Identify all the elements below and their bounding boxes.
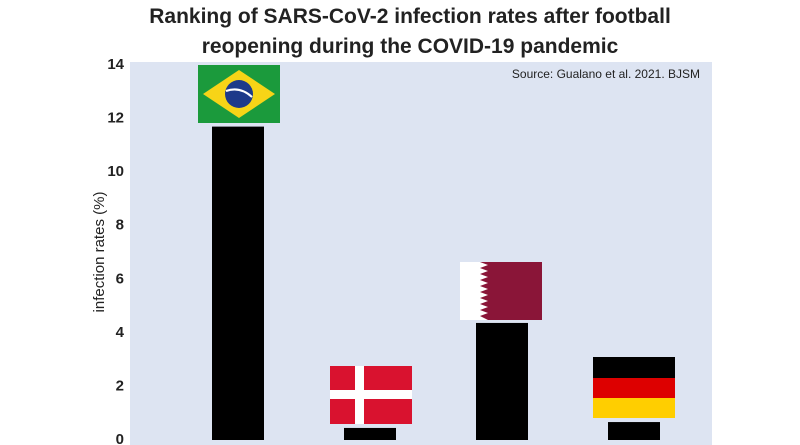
y-tick-label: 10 bbox=[107, 163, 124, 180]
flags bbox=[198, 65, 675, 424]
y-tick-label: 0 bbox=[116, 431, 124, 445]
flag-denmark bbox=[330, 366, 412, 424]
y-tick-label: 6 bbox=[116, 270, 124, 287]
y-tick-label: 12 bbox=[107, 110, 124, 127]
flag-qatar bbox=[460, 262, 542, 320]
y-tick-label: 2 bbox=[116, 377, 124, 394]
chart-title: Ranking of SARS-CoV-2 infection rates af… bbox=[149, 5, 671, 58]
bar bbox=[212, 126, 264, 440]
y-axis-label: infection rates (%) bbox=[91, 192, 108, 313]
bar bbox=[608, 422, 660, 440]
flag-brazil bbox=[198, 65, 280, 123]
flag-germany bbox=[593, 357, 675, 418]
y-tick-label: 14 bbox=[107, 56, 124, 73]
bar bbox=[344, 427, 396, 440]
source-note: Source: Gualano et al. 2021. BJSM bbox=[512, 67, 700, 81]
bar bbox=[476, 322, 528, 440]
y-tick-label: 8 bbox=[116, 217, 124, 234]
y-tick-label: 4 bbox=[116, 324, 125, 341]
